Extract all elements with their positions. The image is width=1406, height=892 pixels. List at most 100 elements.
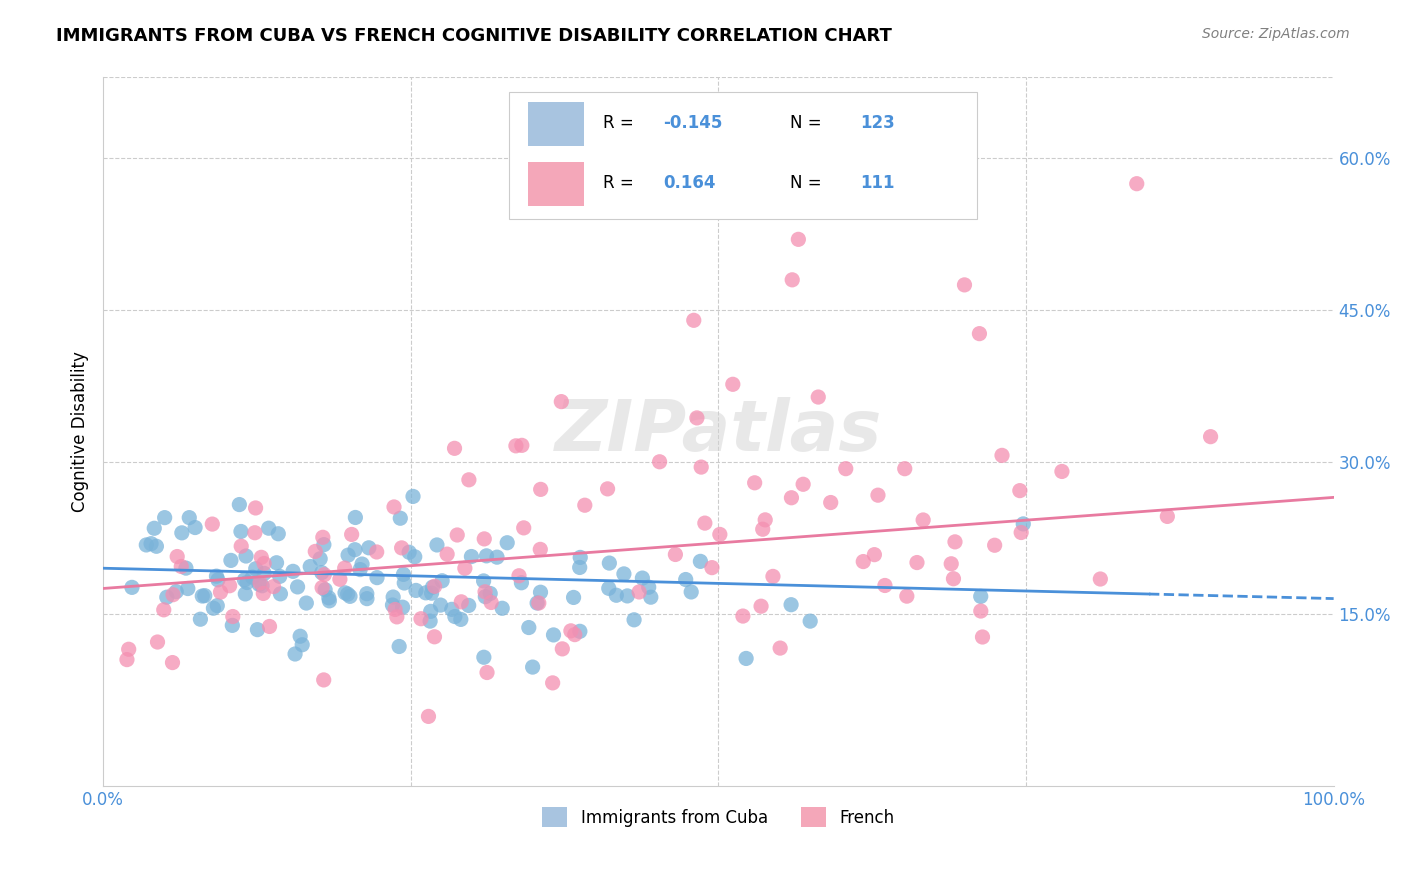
Point [249,575,271,590]
Point [419,614,441,628]
Point [295,596,318,610]
Point [352,557,374,571]
Point [402,490,425,504]
Point [510,575,533,590]
Point [866,488,889,502]
Point [388,640,411,654]
Point [291,638,314,652]
Point [170,525,193,540]
Y-axis label: Cognitive Disability: Cognitive Disability [72,351,89,512]
Point [236,575,259,590]
Point [485,550,508,565]
Point [543,628,565,642]
Point [233,587,256,601]
Point [311,566,333,580]
Point [174,561,197,575]
Point [314,582,336,597]
Point [450,595,472,609]
Point [905,556,928,570]
Point [835,461,858,475]
Point [780,598,803,612]
Point [344,510,367,524]
Point [1199,430,1222,444]
Point [312,530,335,544]
Point [357,541,380,555]
Point [201,517,224,532]
Point [415,586,437,600]
Point [510,438,533,452]
Point [366,545,388,559]
Point [780,202,803,216]
Point [527,596,550,610]
Point [689,554,711,568]
Point [762,569,785,583]
Point [598,556,620,570]
Point [472,532,495,546]
Point [243,525,266,540]
Point [356,591,378,606]
Point [121,580,143,594]
Point [574,498,596,512]
Point [314,567,336,582]
Point [284,647,307,661]
Point [329,572,352,586]
Point [780,273,803,287]
Point [409,612,432,626]
Point [419,604,441,618]
Point [1126,177,1149,191]
Point [1090,572,1112,586]
Point [312,538,335,552]
Point [250,579,273,593]
Point [287,580,309,594]
Point [551,641,574,656]
Point [1008,483,1031,498]
Point [751,522,773,536]
Point [1156,509,1178,524]
Point [337,548,360,562]
Point [648,455,671,469]
Point [235,549,257,563]
Point [430,574,453,588]
Point [245,500,267,515]
Point [382,500,405,514]
Point [983,538,1005,552]
Point [562,591,585,605]
Point [454,561,477,575]
Point [526,596,548,610]
Text: Source: ZipAtlas.com: Source: ZipAtlas.com [1202,27,1350,41]
Point [253,566,276,581]
Point [970,604,993,618]
Point [479,586,502,600]
Point [873,578,896,592]
Point [686,411,709,425]
Point [970,590,993,604]
Point [443,442,465,456]
Point [349,563,371,577]
Point [637,580,659,594]
Point [568,624,591,639]
Point [991,448,1014,462]
Point [318,591,340,605]
Text: ZIPatlas: ZIPatlas [555,397,882,467]
Point [436,547,458,561]
Legend: Immigrants from Cuba, French: Immigrants from Cuba, French [536,800,901,834]
Point [792,477,814,491]
Point [623,613,645,627]
Point [242,570,264,584]
Point [229,524,252,539]
Point [491,601,513,615]
Point [166,549,188,564]
Point [942,572,965,586]
Point [312,673,335,687]
Point [202,601,225,615]
Point [343,542,366,557]
Point [356,587,378,601]
Point [418,709,440,723]
Point [754,513,776,527]
Point [541,676,564,690]
Point [143,521,166,535]
Point [394,576,416,591]
Point [517,621,540,635]
Point [246,623,269,637]
Text: IMMIGRANTS FROM CUBA VS FRENCH COGNITIVE DISABILITY CORRELATION CHART: IMMIGRANTS FROM CUBA VS FRENCH COGNITIVE… [56,27,893,45]
